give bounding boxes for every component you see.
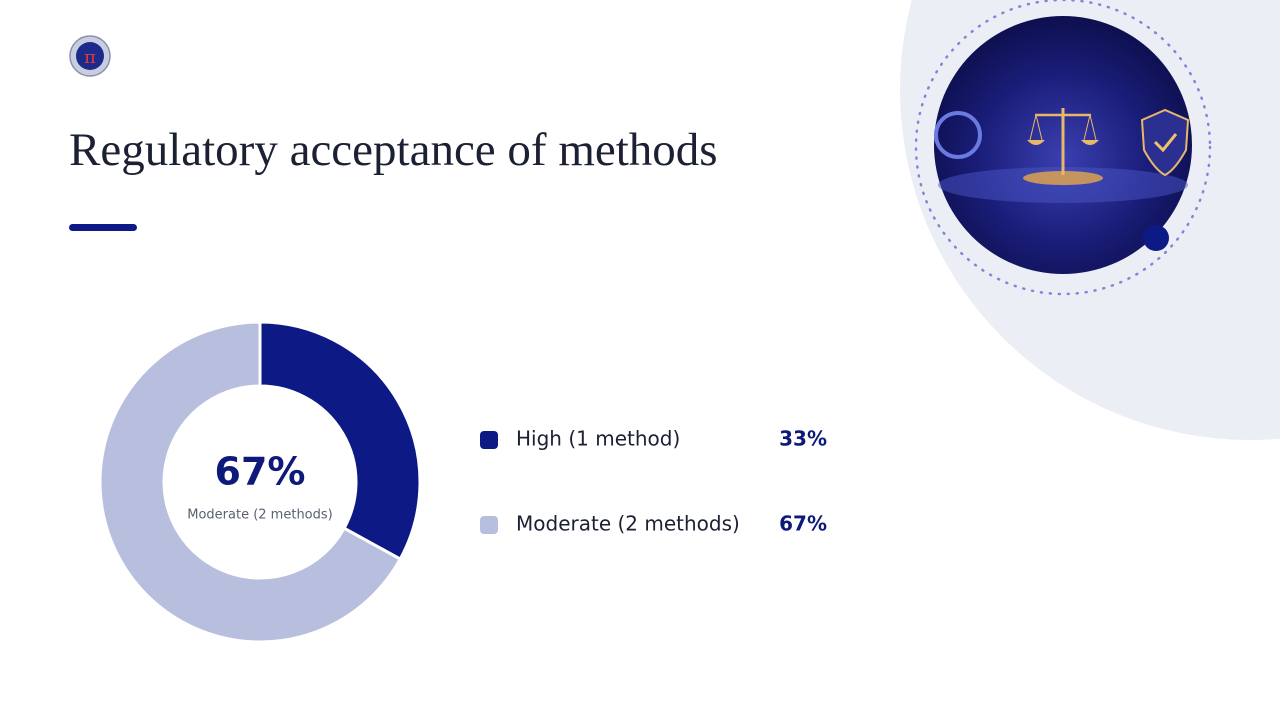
dotted-ring (914, 0, 1212, 296)
donut-slice (258, 320, 422, 562)
center-label: Moderate (2 methods) (187, 508, 332, 523)
legend-label: Moderate (2 methods) (516, 512, 740, 536)
legend-value: 33% (779, 427, 827, 451)
legend-swatch (480, 516, 498, 534)
chart-title: Regulatory acceptance of methods (69, 124, 718, 176)
legend-value: 67% (779, 512, 827, 536)
legend-swatch (480, 431, 498, 449)
title-underline (69, 224, 137, 231)
hero-image (934, 16, 1192, 274)
center-value: 67% (215, 450, 306, 494)
legend: High (1 method) 33% Moderate (2 methods) 67… (480, 427, 827, 536)
logo: π (69, 35, 111, 77)
legend-label: High (1 method) (516, 427, 680, 451)
donut-slice (98, 320, 403, 644)
decor-dot (1143, 225, 1169, 251)
svg-text:π: π (84, 47, 96, 68)
donut (98, 320, 422, 644)
